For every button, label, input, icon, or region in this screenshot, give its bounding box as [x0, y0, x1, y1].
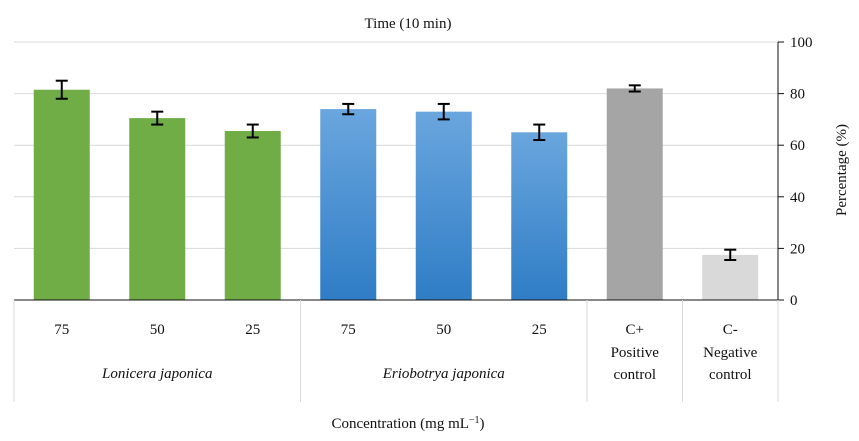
- category-label: 75: [54, 322, 69, 338]
- y-tick-label: 20: [790, 241, 805, 257]
- bar: [129, 118, 186, 300]
- bars: [33, 88, 759, 300]
- x-axis-label: Concentration (mg mL−1): [331, 415, 484, 433]
- category-label: C-: [723, 322, 738, 338]
- group-label: Eriobotrya japonica: [382, 366, 505, 382]
- category-label: 25: [245, 322, 260, 338]
- bar: [33, 89, 90, 300]
- group-label: Positive control: [611, 345, 660, 383]
- category-labels: 75 50 25 75 50 25 C+ C- Lonicera japonica Eriobot…: [54, 322, 757, 383]
- group-label-line: Positive: [611, 345, 660, 361]
- error-bars: [55, 79, 737, 262]
- category-label: 25: [532, 322, 547, 338]
- y-tick-label: 40: [790, 190, 805, 206]
- category-label: 75: [341, 322, 356, 338]
- group-label-line: control: [614, 367, 657, 383]
- x-axis-label-superscript: −1: [469, 415, 480, 426]
- bar: [415, 111, 472, 300]
- group-label: Negative control: [703, 345, 757, 383]
- x-axis-label-suffix: ): [480, 416, 485, 432]
- bar: [511, 132, 568, 300]
- chart-title: Time (10 min): [365, 16, 452, 32]
- axes: 0 20 40 60 80 100: [13, 35, 813, 402]
- gridlines: [14, 41, 778, 249]
- category-label: 50: [436, 322, 451, 338]
- group-label: Lonicera japonica: [101, 366, 212, 382]
- y-tick-label: 80: [790, 87, 805, 103]
- bar: [320, 109, 377, 300]
- group-label-line: Negative: [703, 345, 757, 361]
- bar: [702, 254, 759, 300]
- y-tick-label: 100: [790, 35, 813, 51]
- bar: [606, 88, 663, 300]
- category-label: C+: [626, 322, 644, 338]
- group-label-line: control: [709, 367, 752, 383]
- bar: [224, 131, 281, 300]
- x-axis-label-main: Concentration (mg mL: [331, 416, 468, 432]
- y-tick-label: 0: [790, 293, 798, 309]
- y-tick-label: 60: [790, 138, 805, 154]
- y-axis-label: Percentage (%): [834, 124, 850, 216]
- category-label: 50: [150, 322, 165, 338]
